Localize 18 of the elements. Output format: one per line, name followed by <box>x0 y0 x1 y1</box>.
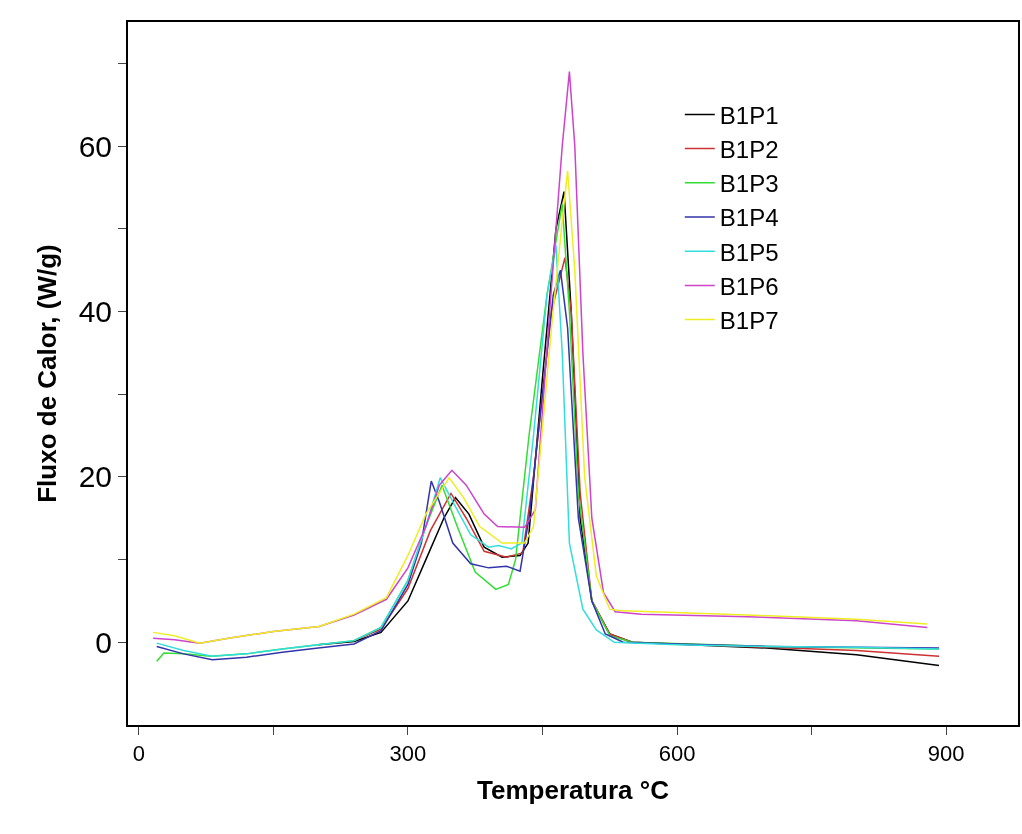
legend-label: B1P5 <box>719 238 779 266</box>
y-tick-label: 60 <box>78 129 112 163</box>
y-tick-label: 40 <box>78 294 112 328</box>
legend-label: B1P3 <box>719 170 779 198</box>
x-tick-label: 600 <box>658 741 696 767</box>
y-tick-label: 20 <box>78 460 112 494</box>
legend-label: B1P1 <box>719 101 779 129</box>
y-axis-title: Fluxo de Calor, (W/g) <box>31 244 62 503</box>
x-axis-title: Temperatura °C <box>477 774 670 805</box>
legend-label: B1P4 <box>719 204 779 232</box>
legend-label: B1P6 <box>719 272 779 300</box>
x-tick-label: 0 <box>132 741 145 767</box>
line-series <box>152 70 929 644</box>
y-tick-label: 0 <box>95 625 112 659</box>
legend-label: B1P2 <box>719 135 779 163</box>
legend-label: B1P7 <box>719 306 779 334</box>
x-tick-label: 300 <box>389 741 427 767</box>
x-tick-label: 900 <box>927 741 965 767</box>
